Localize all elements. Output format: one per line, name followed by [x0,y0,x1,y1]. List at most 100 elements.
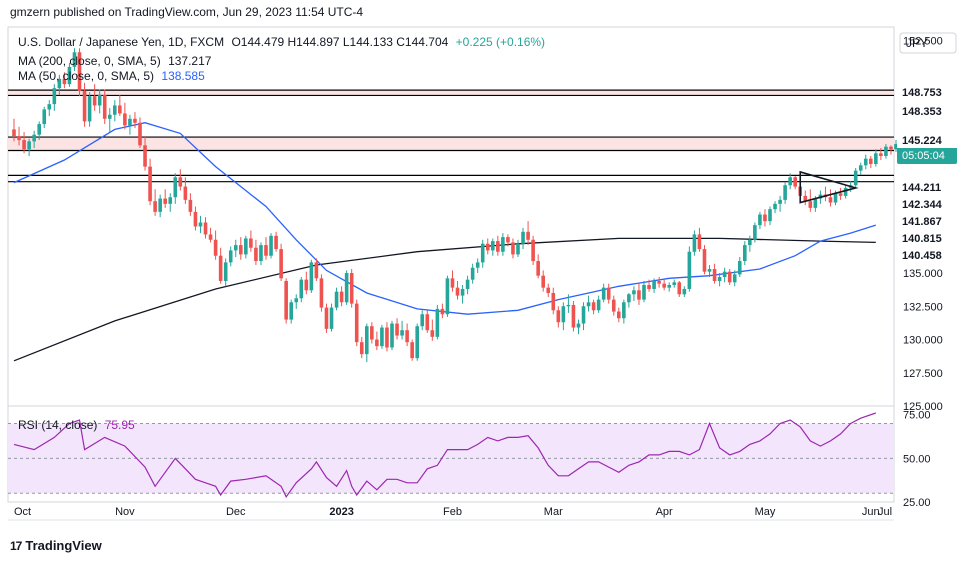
price-tick-label: 130.000 [903,335,943,347]
candle-body [778,199,782,204]
candle-body [470,267,475,280]
candle-body [218,255,223,281]
candle-body [858,165,863,171]
price-level-badge [897,84,957,100]
candle-body [67,66,72,85]
candle-body [405,330,409,343]
candle-body [551,292,556,311]
candle-body [869,158,873,164]
candle-body [249,238,253,248]
candle-body [788,177,792,186]
candle-body [203,222,208,235]
rsi-tick-label: 75.00 [903,410,931,422]
candle-body [269,235,273,256]
candle-body [113,105,117,115]
candle-body [732,274,737,283]
candle-body [254,247,258,262]
candle-body [193,211,198,227]
candle-body [879,153,883,156]
candle-body [853,170,858,186]
candle-body [107,114,112,119]
legend-symbol-row: U.S. Dollar / Japanese Yen, 1D, FXCM O14… [18,35,549,49]
tradingview-footer[interactable]: 17 TradingView [10,538,102,553]
candle-body [334,291,339,308]
candle-body [541,275,545,288]
candle-body [359,342,364,355]
candle-body [763,214,767,222]
candle-body [344,273,349,303]
price-level-badge [897,213,957,229]
price-level-badge [897,247,957,263]
candle-body [349,273,354,304]
candle-body [370,326,374,340]
candle-body [485,243,490,251]
candle-body [208,234,213,240]
candle-body [198,222,203,227]
candle-body [591,302,596,311]
candle-body [239,245,243,255]
candle-body [884,146,888,156]
candle-body [17,136,21,141]
currency-label: JPY [906,36,928,50]
candle-body [516,243,520,255]
candle-body [244,238,248,255]
candle-body [173,177,178,198]
candle-body [223,262,228,281]
candle-body [314,262,319,279]
candle-body [324,307,329,329]
candle-body [228,250,233,263]
candle-body [536,261,540,276]
price-level-value: 141.867 [902,216,942,228]
price-tick-label: 127.500 [903,368,943,380]
legend-change: +0.225 (+0.16%) [455,35,546,49]
rsi-tick-label: 50.00 [903,453,931,465]
candle-body [22,140,26,150]
legend-symbol: U.S. Dollar / Japanese Yen, 1D, FXCM [18,35,225,49]
candle-body [571,304,576,328]
price-level-value: 140.458 [902,250,942,262]
legend-rsi-label: RSI (14, close) [18,418,98,432]
candle-body [274,235,278,250]
candle-body [284,280,288,320]
candle-body [511,242,515,255]
legend-ma200-value: 137.217 [168,54,212,68]
candle-body [576,323,581,328]
candle-body [420,314,425,327]
candle-body [692,234,697,252]
candle-body [183,186,188,200]
candle-body [758,214,762,226]
legend-ma200-row: MA (200, close, 0, SMA, 5) 137.217 [18,54,215,68]
candle-body [118,105,122,114]
candle-body [102,94,107,119]
time-tick-label: May [755,506,776,518]
candle-body [717,277,722,281]
candle-body [491,241,495,251]
candle-body [410,342,414,359]
ma50-line [13,122,876,315]
candle-body [642,284,646,300]
price-level-value: 140.815 [902,233,942,245]
candle-body [627,294,631,303]
candle-body [168,197,173,204]
legend-rsi-row: RSI (14, close) 75.95 [18,418,139,432]
time-tick-label: Apr [656,506,673,518]
candle-body [561,306,566,323]
price-level-badge [897,196,957,212]
candle-body [687,251,692,289]
candle-body [465,279,470,289]
candle-body [354,303,359,343]
candle-body [233,245,238,251]
candle-body [148,166,152,202]
candle-body [52,88,57,105]
publisher-header: gmzern published on TradingView.com, Jun… [10,5,364,19]
candle-body [430,330,435,337]
candle-body [440,308,445,315]
candle-body [526,231,530,240]
time-tick-label: Nov [115,506,135,518]
last-price-countdown: 05:05:04 [902,150,945,162]
candle-body [460,288,465,296]
currency-box[interactable] [899,32,957,54]
candle-body [339,291,344,303]
time-tick-label: Dec [226,506,246,518]
